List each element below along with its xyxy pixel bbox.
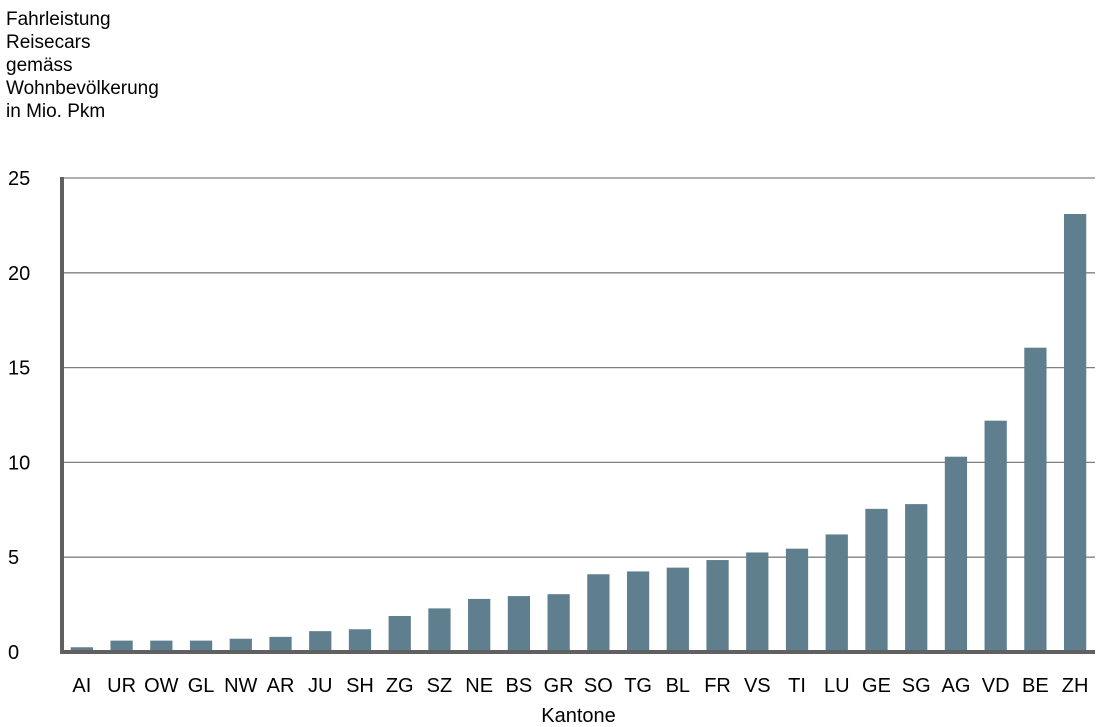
y-axis-label: FahrleistungReisecarsgemässWohnbevölkeru… xyxy=(6,9,159,122)
bar-ti xyxy=(785,548,809,652)
bar-zg xyxy=(388,615,411,652)
x-tick-label: FR xyxy=(704,675,731,697)
y-axis-label-line: Fahrleistung xyxy=(6,9,111,30)
x-tick-label: GE xyxy=(862,675,891,697)
y-axis-label-line: in Mio. Pkm xyxy=(6,101,105,122)
x-tick-label: AG xyxy=(941,675,970,697)
bar-ar xyxy=(269,636,292,652)
y-tick-label: 10 xyxy=(8,452,30,474)
bar-tg xyxy=(626,571,650,652)
x-tick-label: BS xyxy=(506,675,533,697)
x-axis-label: Kantone xyxy=(541,705,616,727)
bar-sg xyxy=(905,504,928,652)
x-tick-label: AR xyxy=(267,675,295,697)
bar-sh xyxy=(348,629,372,652)
x-tick-label: SO xyxy=(584,675,613,697)
y-tick-labels: 0 5 10 15 20 25 xyxy=(8,168,30,664)
bar-ai xyxy=(70,647,93,652)
x-tick-label: SZ xyxy=(427,675,453,697)
x-tick-label: TI xyxy=(788,675,806,697)
x-tick-label: ZH xyxy=(1062,675,1089,697)
bar-so xyxy=(587,574,610,652)
y-tick-label: 0 xyxy=(8,642,19,664)
x-tick-label: BE xyxy=(1022,675,1049,697)
bar-ur xyxy=(110,640,133,652)
x-tick-label: ZG xyxy=(386,675,414,697)
x-tick-label: NW xyxy=(224,675,257,697)
bar-fr xyxy=(706,560,729,652)
x-tick-label: BL xyxy=(666,675,690,697)
x-tick-label: GL xyxy=(188,675,215,697)
x-tick-label: GR xyxy=(544,675,574,697)
bar-lu xyxy=(825,534,848,652)
x-tick-label: SG xyxy=(902,675,931,697)
gridlines xyxy=(62,177,1095,558)
x-tick-label: UR xyxy=(107,675,136,697)
bar-bl xyxy=(666,567,689,652)
bar-ju xyxy=(309,631,332,652)
axes xyxy=(60,177,1095,654)
y-tick-label: 20 xyxy=(8,263,30,285)
bar-zh xyxy=(1064,214,1087,653)
x-tick-label: VS xyxy=(744,675,771,697)
bar-bs xyxy=(507,596,531,652)
bar-ow xyxy=(150,640,173,652)
y-tick-label: 25 xyxy=(8,168,30,190)
x-tick-label: TG xyxy=(624,675,652,697)
bar-be xyxy=(1024,347,1047,652)
bar-ag xyxy=(944,456,968,652)
bar-ne xyxy=(468,598,491,652)
bar-gl xyxy=(189,640,213,652)
bar-vd xyxy=(984,420,1007,652)
bar-sz xyxy=(428,608,451,652)
x-tick-label: LU xyxy=(824,675,850,697)
y-axis-label-line: Reisecars xyxy=(6,32,90,53)
x-tick-label: SH xyxy=(346,675,374,697)
x-tick-label: VD xyxy=(982,675,1010,697)
bar-gr xyxy=(547,594,570,652)
y-axis-label-line: gemäss xyxy=(6,55,73,76)
y-axis-label-line: Wohnbevölkerung xyxy=(6,78,159,99)
x-tick-label: AI xyxy=(72,675,91,697)
bar-nw xyxy=(229,638,252,652)
x-tick-label: NE xyxy=(465,675,493,697)
x-tick-labels: AI UR OW GL NW AR JU SH ZG SZ NE BS GR SO TG BL FR VS TI LU… xyxy=(72,675,1088,697)
y-tick-label: 15 xyxy=(8,358,30,380)
x-tick-label: OW xyxy=(144,675,179,697)
bars xyxy=(70,214,1087,653)
bar-ge xyxy=(865,508,888,652)
bar-vs xyxy=(746,552,769,652)
x-tick-label: JU xyxy=(308,675,332,697)
y-tick-label: 5 xyxy=(8,547,19,569)
